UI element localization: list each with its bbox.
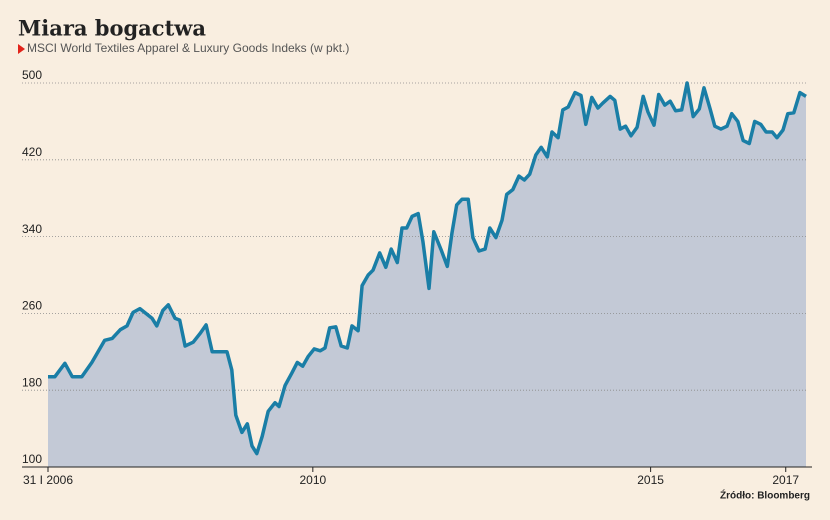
x-tick-label: 2015 bbox=[637, 473, 664, 487]
source: Źródło: Bloomberg bbox=[720, 489, 810, 502]
y-tick-label: 420 bbox=[22, 145, 42, 159]
y-tick-label: 100 bbox=[22, 452, 42, 466]
x-tick-label: 31 I 2006 bbox=[23, 473, 73, 487]
x-tick-label: 2017 bbox=[772, 473, 799, 487]
y-tick-label: 180 bbox=[22, 375, 42, 389]
chart-title: Miara bogactwa bbox=[18, 16, 206, 41]
subtitle-marker bbox=[18, 44, 25, 54]
y-tick-label: 500 bbox=[22, 68, 42, 82]
x-tick-label: 2010 bbox=[299, 473, 326, 487]
y-tick-label: 260 bbox=[22, 299, 42, 313]
y-tick-label: 340 bbox=[22, 222, 42, 236]
chart-subtitle: MSCI World Textiles Apparel & Luxury Goo… bbox=[27, 41, 349, 55]
line bbox=[48, 81, 807, 456]
